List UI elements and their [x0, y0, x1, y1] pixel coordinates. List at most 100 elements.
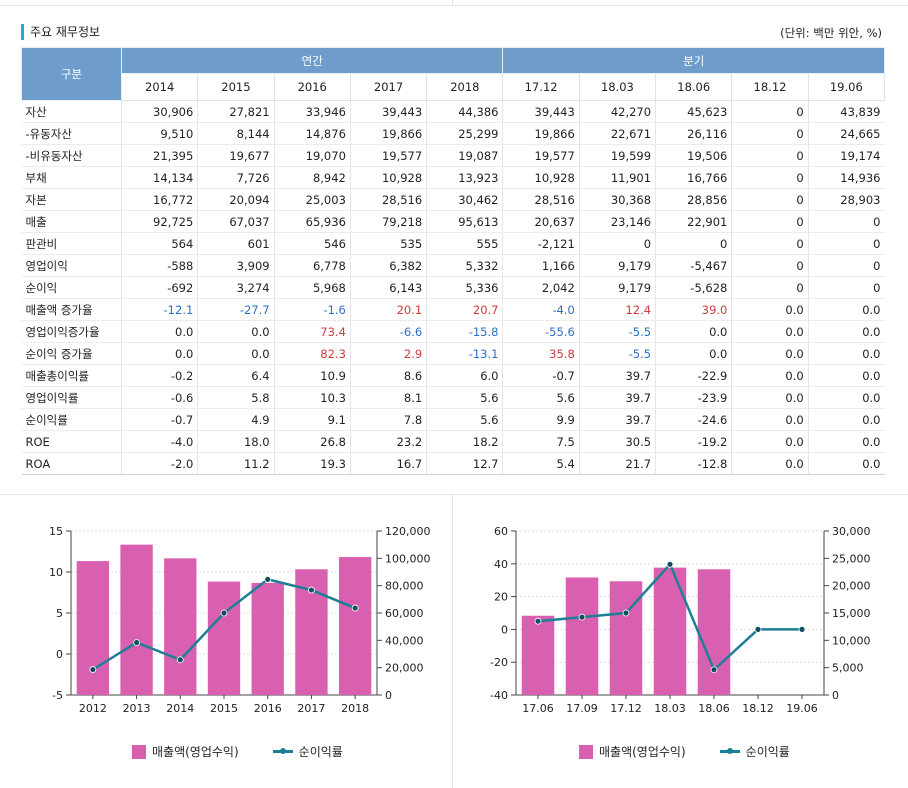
- section-title: 주요 재무정보: [21, 24, 100, 40]
- table-cell: 13,923: [426, 166, 503, 189]
- revenue-bar: [76, 561, 110, 695]
- y-right-tick-label: 0: [832, 689, 839, 702]
- column-header: 2016: [273, 73, 351, 101]
- net-margin-point: [89, 666, 97, 673]
- table-cell: 43,839: [807, 100, 885, 123]
- table-row: ROE -4.0 18.0 26.8 23.2 18.2 7.5 30.5 -19.2 0.0 0.…: [21, 430, 885, 453]
- top-border: [0, 5, 908, 6]
- table-row: 부채 14,134 7,726 8,942 10,928 13,923 10,928 11,9…: [21, 166, 885, 189]
- bar-legend-swatch: [132, 744, 146, 759]
- table-cell: 0.0: [731, 386, 809, 409]
- table-cell: -4.0: [120, 430, 198, 453]
- table-cell: 20,637: [502, 210, 580, 233]
- table-cell: 0: [807, 232, 885, 255]
- revenue-bar: [338, 556, 372, 695]
- net-margin-point: [622, 609, 630, 617]
- y-right-tick-label: 0: [385, 689, 392, 702]
- row-label: 순이익: [21, 276, 122, 299]
- table-cell: 8.1: [349, 386, 427, 409]
- table-cell: 39.7: [578, 386, 656, 409]
- y-right-tick-label: 60,000: [385, 607, 424, 620]
- table-cell: -15.8: [426, 320, 503, 343]
- table-cell: -27.7: [197, 298, 275, 321]
- table-cell: 27,821: [197, 100, 275, 123]
- x-tick-label: 2013: [123, 702, 151, 715]
- table-cell: -0.2: [120, 364, 198, 387]
- table-cell: 0.0: [731, 452, 809, 475]
- table-cell: 67,037: [197, 210, 275, 233]
- table-cell: -0.7: [120, 408, 198, 431]
- column-header: 2017: [349, 73, 428, 101]
- y-right-tick-label: 5,000: [832, 662, 864, 675]
- revenue-bar: [251, 582, 284, 695]
- table-cell: 7.8: [349, 408, 427, 431]
- y-right-tick-label: 10,000: [832, 634, 871, 647]
- table-cell: 11,901: [578, 166, 656, 189]
- annual-group-header: 연간: [120, 47, 504, 74]
- table-row: 자산 30,906 27,821 33,946 39,443 44,386 39,443 42…: [21, 100, 885, 123]
- table-cell: -13.1: [426, 342, 503, 365]
- table-cell: 0.0: [807, 342, 885, 365]
- table-row: -비유동자산 21,395 19,677 19,070 19,577 19,087 19,5…: [21, 144, 885, 167]
- y-left-tick-label: 15: [49, 525, 63, 538]
- corner-header: 구분: [21, 47, 122, 101]
- row-label: 자산: [21, 100, 122, 123]
- row-label: 판관비: [21, 232, 122, 255]
- net-margin-point: [666, 560, 674, 568]
- table-cell: 65,936: [273, 210, 351, 233]
- table-cell: 39.7: [578, 408, 656, 431]
- table-cell: 19,866: [349, 122, 427, 145]
- table-cell: 0.0: [731, 298, 809, 321]
- table-cell: 30,906: [120, 100, 198, 123]
- table-cell: -1.6: [273, 298, 351, 321]
- table-cell: -12.1: [120, 298, 198, 321]
- table-cell: -0.7: [502, 364, 580, 387]
- table-cell: -5,628: [655, 276, 732, 299]
- table-cell: 14,134: [120, 166, 198, 189]
- revenue-bar: [565, 577, 599, 695]
- y-right-tick-label: 15,000: [832, 607, 871, 620]
- net-margin-point: [534, 617, 542, 625]
- table-cell: 6,382: [349, 254, 427, 277]
- line-legend-label: 순이익률: [745, 745, 790, 759]
- table-cell: 0.0: [655, 320, 732, 343]
- table-cell: 0: [731, 210, 809, 233]
- table-cell: 39.7: [578, 364, 656, 387]
- table-cell: 28,856: [655, 188, 732, 211]
- table-cell: 0.0: [807, 430, 885, 453]
- chart-divider: [452, 494, 453, 788]
- y-right-tick-label: 120,000: [385, 525, 431, 538]
- table-row: 자본 16,772 20,094 25,003 28,516 30,462 28,516 30…: [21, 188, 885, 211]
- table-cell: 0.0: [197, 342, 275, 365]
- table-cell: 19,087: [426, 144, 503, 167]
- x-tick-label: 2014: [166, 702, 194, 715]
- table-cell: 4.9: [197, 408, 275, 431]
- table-cell: 0: [578, 232, 656, 255]
- table-cell: 0.0: [120, 342, 198, 365]
- table-cell: 5,336: [426, 276, 503, 299]
- table-cell: 0: [731, 276, 809, 299]
- table-row: 순이익 증가율 0.0 0.0 82.3 2.9 -13.1 35.8 -5.5 0.0 0.0 0…: [21, 342, 885, 365]
- table-cell: -19.2: [655, 430, 732, 453]
- table-cell: 1,166: [502, 254, 580, 277]
- table-cell: 546: [273, 232, 351, 255]
- table-cell: 18.2: [426, 430, 503, 453]
- table-row: 판관비 564 601 546 535 555 -2,121 0 0 0 0: [21, 232, 885, 255]
- table-cell: -22.9: [655, 364, 732, 387]
- table-cell: 30,368: [578, 188, 656, 211]
- net-margin-point: [710, 666, 718, 674]
- y-left-tick-label: 20: [494, 591, 508, 604]
- net-margin-point: [754, 626, 762, 633]
- table-cell: 555: [426, 232, 503, 255]
- line-legend-swatch: [719, 748, 740, 754]
- table-cell: 19,506: [655, 144, 732, 167]
- x-tick-label: 18.12: [742, 702, 774, 715]
- x-tick-label: 19.06: [786, 702, 818, 715]
- financial-table: 구분 연간 분기 2014 2015 2016 2017 2018 17.12 18.03 1…: [21, 47, 886, 475]
- annual-chart-legend: 매출액(영업수익) 순이익률: [132, 743, 343, 760]
- table-cell: 0: [731, 188, 809, 211]
- row-label: 자본: [21, 188, 122, 211]
- net-margin-point: [308, 586, 315, 594]
- quarterly-chart: -40 -20 0 20 40 60 0 5,000 10,000 15,000 20,000 25,…: [490, 525, 871, 715]
- table-cell: 0.0: [807, 386, 885, 409]
